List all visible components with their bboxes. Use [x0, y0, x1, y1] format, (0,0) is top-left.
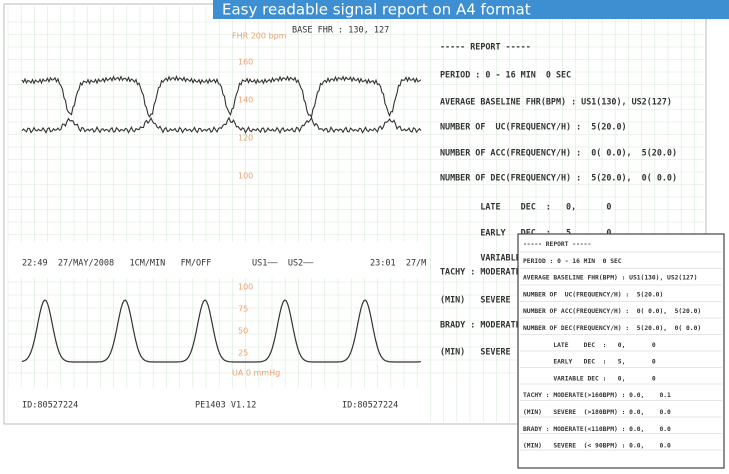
report-line: NUMBER OF ACC(FREQUENCY/H) : 0( 0.0), 5(…	[440, 148, 677, 158]
status-left: 22:49 27/MAY/2008 1CM/MIN FM/OFF	[22, 259, 211, 269]
ua-scale-label: 75	[238, 305, 248, 314]
ua-scale-label: 100	[238, 283, 253, 292]
report-line: NUMBER OF UC(FREQUENCY/H) : 5(20.0)	[440, 122, 627, 132]
footer-id: ID:80527224	[22, 401, 78, 411]
report-line: BRADY : MODERATE(<	[440, 320, 531, 330]
inset-line: EARLY DEC : 5, 0	[523, 359, 656, 366]
ua-scale-label: 25	[238, 349, 248, 358]
inset-line: (MIN) SEVERE (>180BPM) : 0.0, 0.0	[523, 409, 671, 416]
inset-line: (MIN) SEVERE (< 90BPM) : 0.0, 0.0	[523, 443, 671, 450]
fhr-scale-label: 120	[238, 134, 253, 143]
inset-line: BRADY : MODERATE(<110BPM) : 0.0, 0.0	[523, 426, 671, 433]
banner-text: Easy readable signal report on A4 format	[222, 1, 531, 19]
report-line: NUMBER OF DEC(FREQUENCY/H) : 5(20.0), 0(…	[440, 173, 677, 183]
inset-line: LATE DEC : 0, 0	[523, 342, 656, 349]
ua-scale-label: 50	[238, 327, 248, 336]
page: FHR 200 bpm BASE FHR : 130, 127 UA 0 mmH…	[0, 0, 729, 470]
fhr-scale-label: 100	[238, 172, 253, 181]
report-line: TACHY : MODERATE(>	[440, 267, 531, 277]
footer-id: ID:80527224	[342, 401, 398, 411]
inset-line: AVERAGE BASELINE FHR(BPM) : US1(130), US…	[523, 275, 697, 282]
inset-line: NUMBER OF UC(FREQUENCY/H) : 5(20.0)	[523, 291, 663, 298]
inset-line: NUMBER OF DEC(FREQUENCY/H) : 5(20.0), 0(…	[523, 325, 701, 332]
report-line: PERIOD : 0 - 16 MIN 0 SEC	[440, 70, 571, 80]
status-legend: US1—— US2——	[252, 259, 314, 269]
report-line: ----- REPORT -----	[440, 42, 531, 52]
inset-line: VARIABLE DEC : 0, 0	[523, 375, 656, 382]
ua-scale-title: UA 0 mmHg	[232, 369, 280, 378]
report-line: AVERAGE BASELINE FHR(BPM) : US1(130), US…	[440, 97, 672, 107]
inset-line: NUMBER OF ACC(FREQUENCY/H) : 0( 0.0), 5(…	[523, 308, 701, 315]
inset-line: ----- REPORT -----	[523, 241, 591, 248]
fhr-scale-label: 160	[238, 58, 253, 67]
report-line: (MIN) SEVERE (>	[440, 295, 531, 305]
fhr-scale-title: FHR 200 bpm	[232, 32, 287, 41]
status-right: 23:01 27/M	[370, 259, 426, 269]
inset-line: PERIOD : 0 - 16 MIN 0 SEC	[523, 258, 622, 265]
inset-line: TACHY : MODERATE(>160BPM) : 0.0, 0.1	[523, 392, 671, 399]
footer-version: PE1403 V1.12	[195, 401, 256, 411]
fhr-scale-label: 140	[238, 96, 253, 105]
base-fhr: BASE FHR : 130, 127	[292, 26, 389, 36]
report-line: (MIN) SEVERE (<	[440, 347, 531, 357]
report-line: LATE DEC : 0, 0	[440, 202, 611, 212]
inset-report: ----- REPORT ----- PERIOD : 0 - 16 MIN 0 …	[518, 234, 724, 468]
